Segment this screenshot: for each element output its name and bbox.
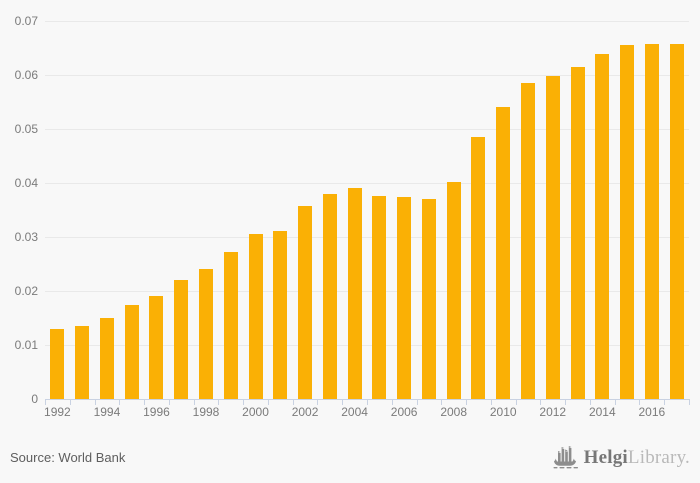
helgi-ship-icon bbox=[553, 446, 579, 470]
y-tick-label: 0.06 bbox=[14, 68, 38, 82]
x-tick bbox=[689, 399, 690, 405]
x-tick bbox=[391, 399, 393, 405]
bar-1996 bbox=[149, 296, 164, 399]
bar-2012 bbox=[545, 76, 560, 399]
x-tick bbox=[639, 399, 641, 405]
brand-name-library: Library. bbox=[627, 447, 690, 468]
y-tick-label: 0.01 bbox=[14, 338, 38, 352]
x-tick bbox=[94, 399, 96, 405]
x-tick-label: 1996 bbox=[143, 405, 170, 419]
gridline bbox=[45, 183, 689, 184]
bar-2015 bbox=[620, 45, 635, 399]
bar-2004 bbox=[347, 188, 362, 399]
bar-2006 bbox=[397, 197, 412, 399]
x-tick-label: 2006 bbox=[390, 405, 418, 419]
x-tick-label: 2000 bbox=[242, 405, 269, 419]
x-tick bbox=[218, 399, 220, 405]
x-tick bbox=[144, 399, 146, 405]
x-tick-label: 2008 bbox=[440, 405, 468, 419]
x-tick bbox=[416, 399, 418, 405]
x-tick bbox=[267, 399, 269, 405]
x-tick bbox=[589, 399, 591, 405]
bar-2010 bbox=[496, 107, 511, 399]
bar-2005 bbox=[372, 195, 387, 399]
brand-name-helgi: Helgi bbox=[583, 447, 628, 468]
x-tick bbox=[317, 399, 319, 405]
bar-1998 bbox=[199, 269, 213, 399]
plot-area bbox=[45, 21, 689, 400]
x-tick-label: 2016 bbox=[638, 405, 666, 419]
bar-2000 bbox=[248, 234, 263, 399]
x-tick-label: 1992 bbox=[44, 405, 71, 419]
bar-2008 bbox=[446, 181, 461, 399]
x-tick-label: 2014 bbox=[588, 405, 616, 419]
gridline bbox=[45, 237, 689, 238]
bar-1994 bbox=[99, 318, 114, 399]
bar-1992 bbox=[50, 328, 65, 399]
x-tick-label: 2012 bbox=[539, 405, 567, 419]
bar-1997 bbox=[174, 280, 189, 399]
bar-2013 bbox=[570, 66, 585, 399]
bar-2002 bbox=[298, 205, 313, 399]
x-tick bbox=[664, 399, 666, 405]
bar-2009 bbox=[471, 137, 486, 399]
x-tick bbox=[342, 399, 344, 405]
x-tick-label: 1998 bbox=[192, 405, 220, 419]
source-label: Source: World Bank bbox=[10, 450, 126, 465]
x-tick-label: 2010 bbox=[489, 405, 517, 419]
bar-2016 bbox=[644, 43, 659, 399]
bar-1993 bbox=[75, 326, 90, 399]
y-tick-label: 0.07 bbox=[14, 14, 38, 28]
brand-name: HelgiLibrary. bbox=[584, 447, 690, 469]
gridline bbox=[45, 291, 689, 292]
y-tick-label: 0.05 bbox=[14, 122, 38, 136]
x-tick bbox=[168, 399, 170, 405]
bar-2011 bbox=[521, 83, 535, 399]
gridline bbox=[45, 129, 689, 130]
x-tick bbox=[45, 399, 46, 405]
y-tick-label: 0.04 bbox=[14, 176, 38, 190]
x-tick bbox=[490, 399, 492, 405]
x-tick-label: 1994 bbox=[93, 405, 121, 419]
y-tick-label: 0.03 bbox=[14, 230, 38, 244]
y-tick-label: 0.02 bbox=[14, 284, 38, 298]
bar-1999 bbox=[223, 252, 238, 399]
bar-2001 bbox=[273, 230, 288, 399]
gridline bbox=[45, 21, 689, 22]
bar-2007 bbox=[421, 198, 436, 399]
x-tick bbox=[441, 399, 443, 405]
x-tick bbox=[614, 399, 616, 405]
bar-2003 bbox=[322, 193, 337, 399]
x-tick bbox=[193, 399, 195, 405]
x-tick bbox=[119, 399, 121, 405]
bar-2017 bbox=[669, 43, 684, 399]
gridline bbox=[45, 75, 689, 76]
x-tick bbox=[243, 399, 245, 405]
x-tick bbox=[515, 399, 517, 405]
brand-logo[interactable]: HelgiLibrary. bbox=[553, 446, 690, 470]
gridline bbox=[45, 345, 689, 346]
bar-1995 bbox=[124, 304, 139, 399]
x-tick bbox=[292, 399, 294, 405]
x-tick bbox=[540, 399, 542, 405]
bar-2014 bbox=[595, 54, 610, 399]
x-tick bbox=[367, 399, 368, 405]
y-tick-label: 0 bbox=[31, 392, 38, 406]
x-tick-label: 2002 bbox=[291, 405, 319, 419]
x-tick bbox=[565, 399, 567, 405]
x-tick bbox=[466, 399, 468, 405]
x-tick-label: 2004 bbox=[341, 405, 368, 419]
x-tick bbox=[69, 399, 71, 405]
